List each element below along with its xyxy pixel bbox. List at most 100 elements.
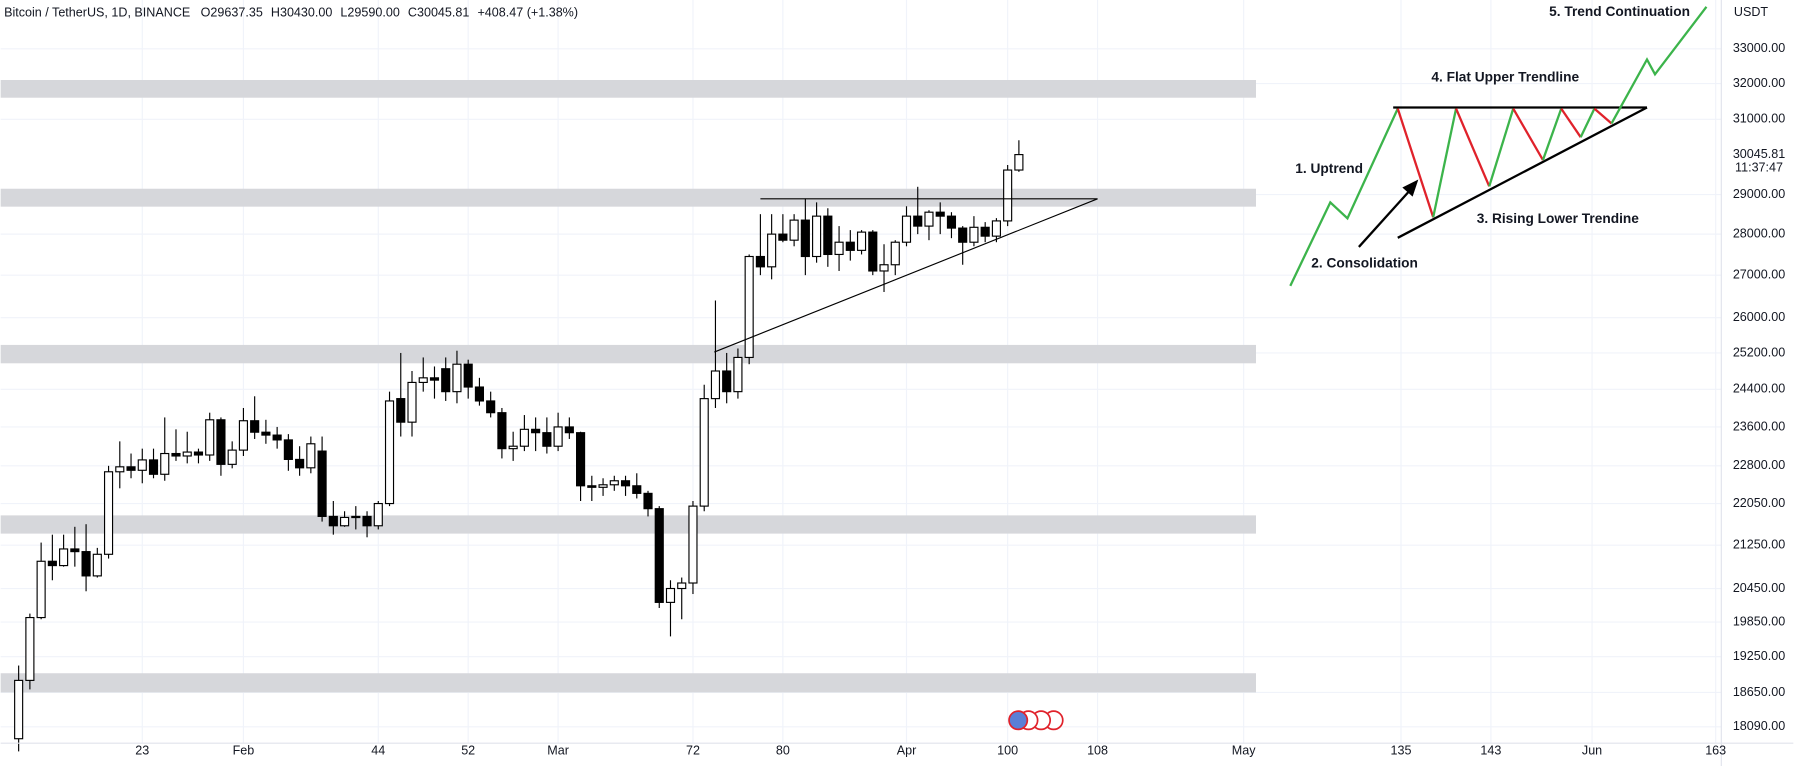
y-tick-label: 18650.00 xyxy=(1733,685,1785,699)
low: L29590.00 xyxy=(340,6,399,20)
candle-body xyxy=(351,515,361,519)
candle-body xyxy=(306,443,316,469)
candle-body xyxy=(868,231,878,272)
y-tick-label: 24400.00 xyxy=(1733,382,1785,396)
candle-body xyxy=(36,560,46,619)
candle-body xyxy=(250,420,260,433)
candle-body xyxy=(688,505,698,584)
candle-body xyxy=(474,386,485,402)
candle-body xyxy=(913,215,923,227)
candle-body xyxy=(205,419,215,456)
candle-body xyxy=(441,368,451,393)
x-tick-label: Mar xyxy=(547,743,569,757)
candle-body xyxy=(553,426,563,447)
candle-body xyxy=(890,241,900,266)
y-tick-label: 23600.00 xyxy=(1733,419,1785,433)
high: H30430.00 xyxy=(271,6,332,20)
x-tick-label: Apr xyxy=(897,743,917,757)
y-tick-label: 33000.00 xyxy=(1733,41,1785,55)
candle-body xyxy=(295,458,305,469)
annotation: 3. Rising Lower Trendine xyxy=(1477,211,1640,226)
candle-body xyxy=(677,582,687,590)
candle-body xyxy=(823,215,833,256)
candle-body xyxy=(665,587,676,603)
zone xyxy=(0,344,1256,364)
annotation: 4. Flat Upper Trendline xyxy=(1431,69,1579,84)
candle-body xyxy=(193,451,204,456)
x-tick-label: 100 xyxy=(997,743,1018,757)
candle-body xyxy=(969,226,979,243)
candle-body xyxy=(1003,169,1013,222)
zones xyxy=(0,80,1256,693)
candle-body xyxy=(856,231,867,251)
y-tick-label: 19850.00 xyxy=(1733,614,1785,628)
candle-body xyxy=(901,215,912,243)
y-tick-label: 22050.00 xyxy=(1733,496,1785,510)
candle-body xyxy=(429,377,440,381)
annotation: 1. Uptrend xyxy=(1295,161,1363,176)
candle-body xyxy=(272,434,282,441)
close: C30045.81 xyxy=(408,6,469,20)
candle-body xyxy=(812,215,822,258)
x-tick-label: 52 xyxy=(461,743,475,757)
candle-body xyxy=(576,432,586,487)
candle-body xyxy=(519,428,529,447)
x-tick-label: 80 xyxy=(776,743,790,757)
last-price: 30045.81 xyxy=(1733,147,1785,161)
y-tick-label: 21250.00 xyxy=(1733,538,1785,552)
candle-body xyxy=(991,220,1001,237)
candle-body xyxy=(564,426,574,434)
zone xyxy=(0,188,1256,207)
x-tick-label: May xyxy=(1232,743,1256,757)
candle-body xyxy=(137,459,147,471)
candle-body xyxy=(542,432,552,447)
candle-body xyxy=(328,515,338,527)
candle-body xyxy=(384,400,395,505)
candle-body xyxy=(946,215,957,229)
candle-body xyxy=(789,219,799,241)
zone xyxy=(0,515,1256,534)
candle-body xyxy=(654,508,664,603)
candle-body xyxy=(531,428,541,434)
candle-body xyxy=(924,211,934,227)
open: O29637.35 xyxy=(201,6,263,20)
candle-body xyxy=(14,679,24,740)
candle-body xyxy=(598,484,608,488)
x-tick-label: 72 xyxy=(686,743,700,757)
candle-body xyxy=(59,548,69,567)
candle-body xyxy=(407,381,417,423)
candle-body xyxy=(115,466,125,473)
candle-body xyxy=(722,370,732,393)
change: +408.47 (+1.38%) xyxy=(477,6,578,20)
candle-body xyxy=(103,471,114,555)
candle-body xyxy=(339,516,350,527)
candle-body xyxy=(800,219,810,258)
y-tick-label: 19250.00 xyxy=(1733,649,1785,663)
candle-body xyxy=(879,264,889,272)
candle-body xyxy=(160,452,170,475)
trendlines xyxy=(714,198,1098,353)
candle-body xyxy=(834,241,844,256)
candle-body xyxy=(845,241,855,251)
y-tick-label: 26000.00 xyxy=(1733,310,1785,324)
candle-body xyxy=(182,451,192,457)
candle-body xyxy=(362,515,372,527)
header: Bitcoin / TetherUS, 1D, BINANCE O29637.3… xyxy=(4,6,578,20)
y-tick-label: 25200.00 xyxy=(1733,345,1785,359)
candle-body xyxy=(587,485,597,488)
candle-body xyxy=(452,363,462,393)
candle-body xyxy=(508,445,518,450)
symbol: Bitcoin / TetherUS, 1D, BINANCE xyxy=(4,6,190,20)
candle-body xyxy=(171,452,181,457)
zone xyxy=(0,673,1256,693)
x-tick-label: Jun xyxy=(1582,743,1602,757)
x-tick-label: 23 xyxy=(135,743,149,757)
candle-body xyxy=(767,233,777,268)
pattern-diagram xyxy=(1289,6,1708,287)
candle-body xyxy=(396,398,406,423)
candle-body xyxy=(755,255,765,268)
x-tick-label: 108 xyxy=(1087,743,1108,757)
candle-body xyxy=(317,450,327,517)
y-tick-label: 28000.00 xyxy=(1733,226,1785,240)
